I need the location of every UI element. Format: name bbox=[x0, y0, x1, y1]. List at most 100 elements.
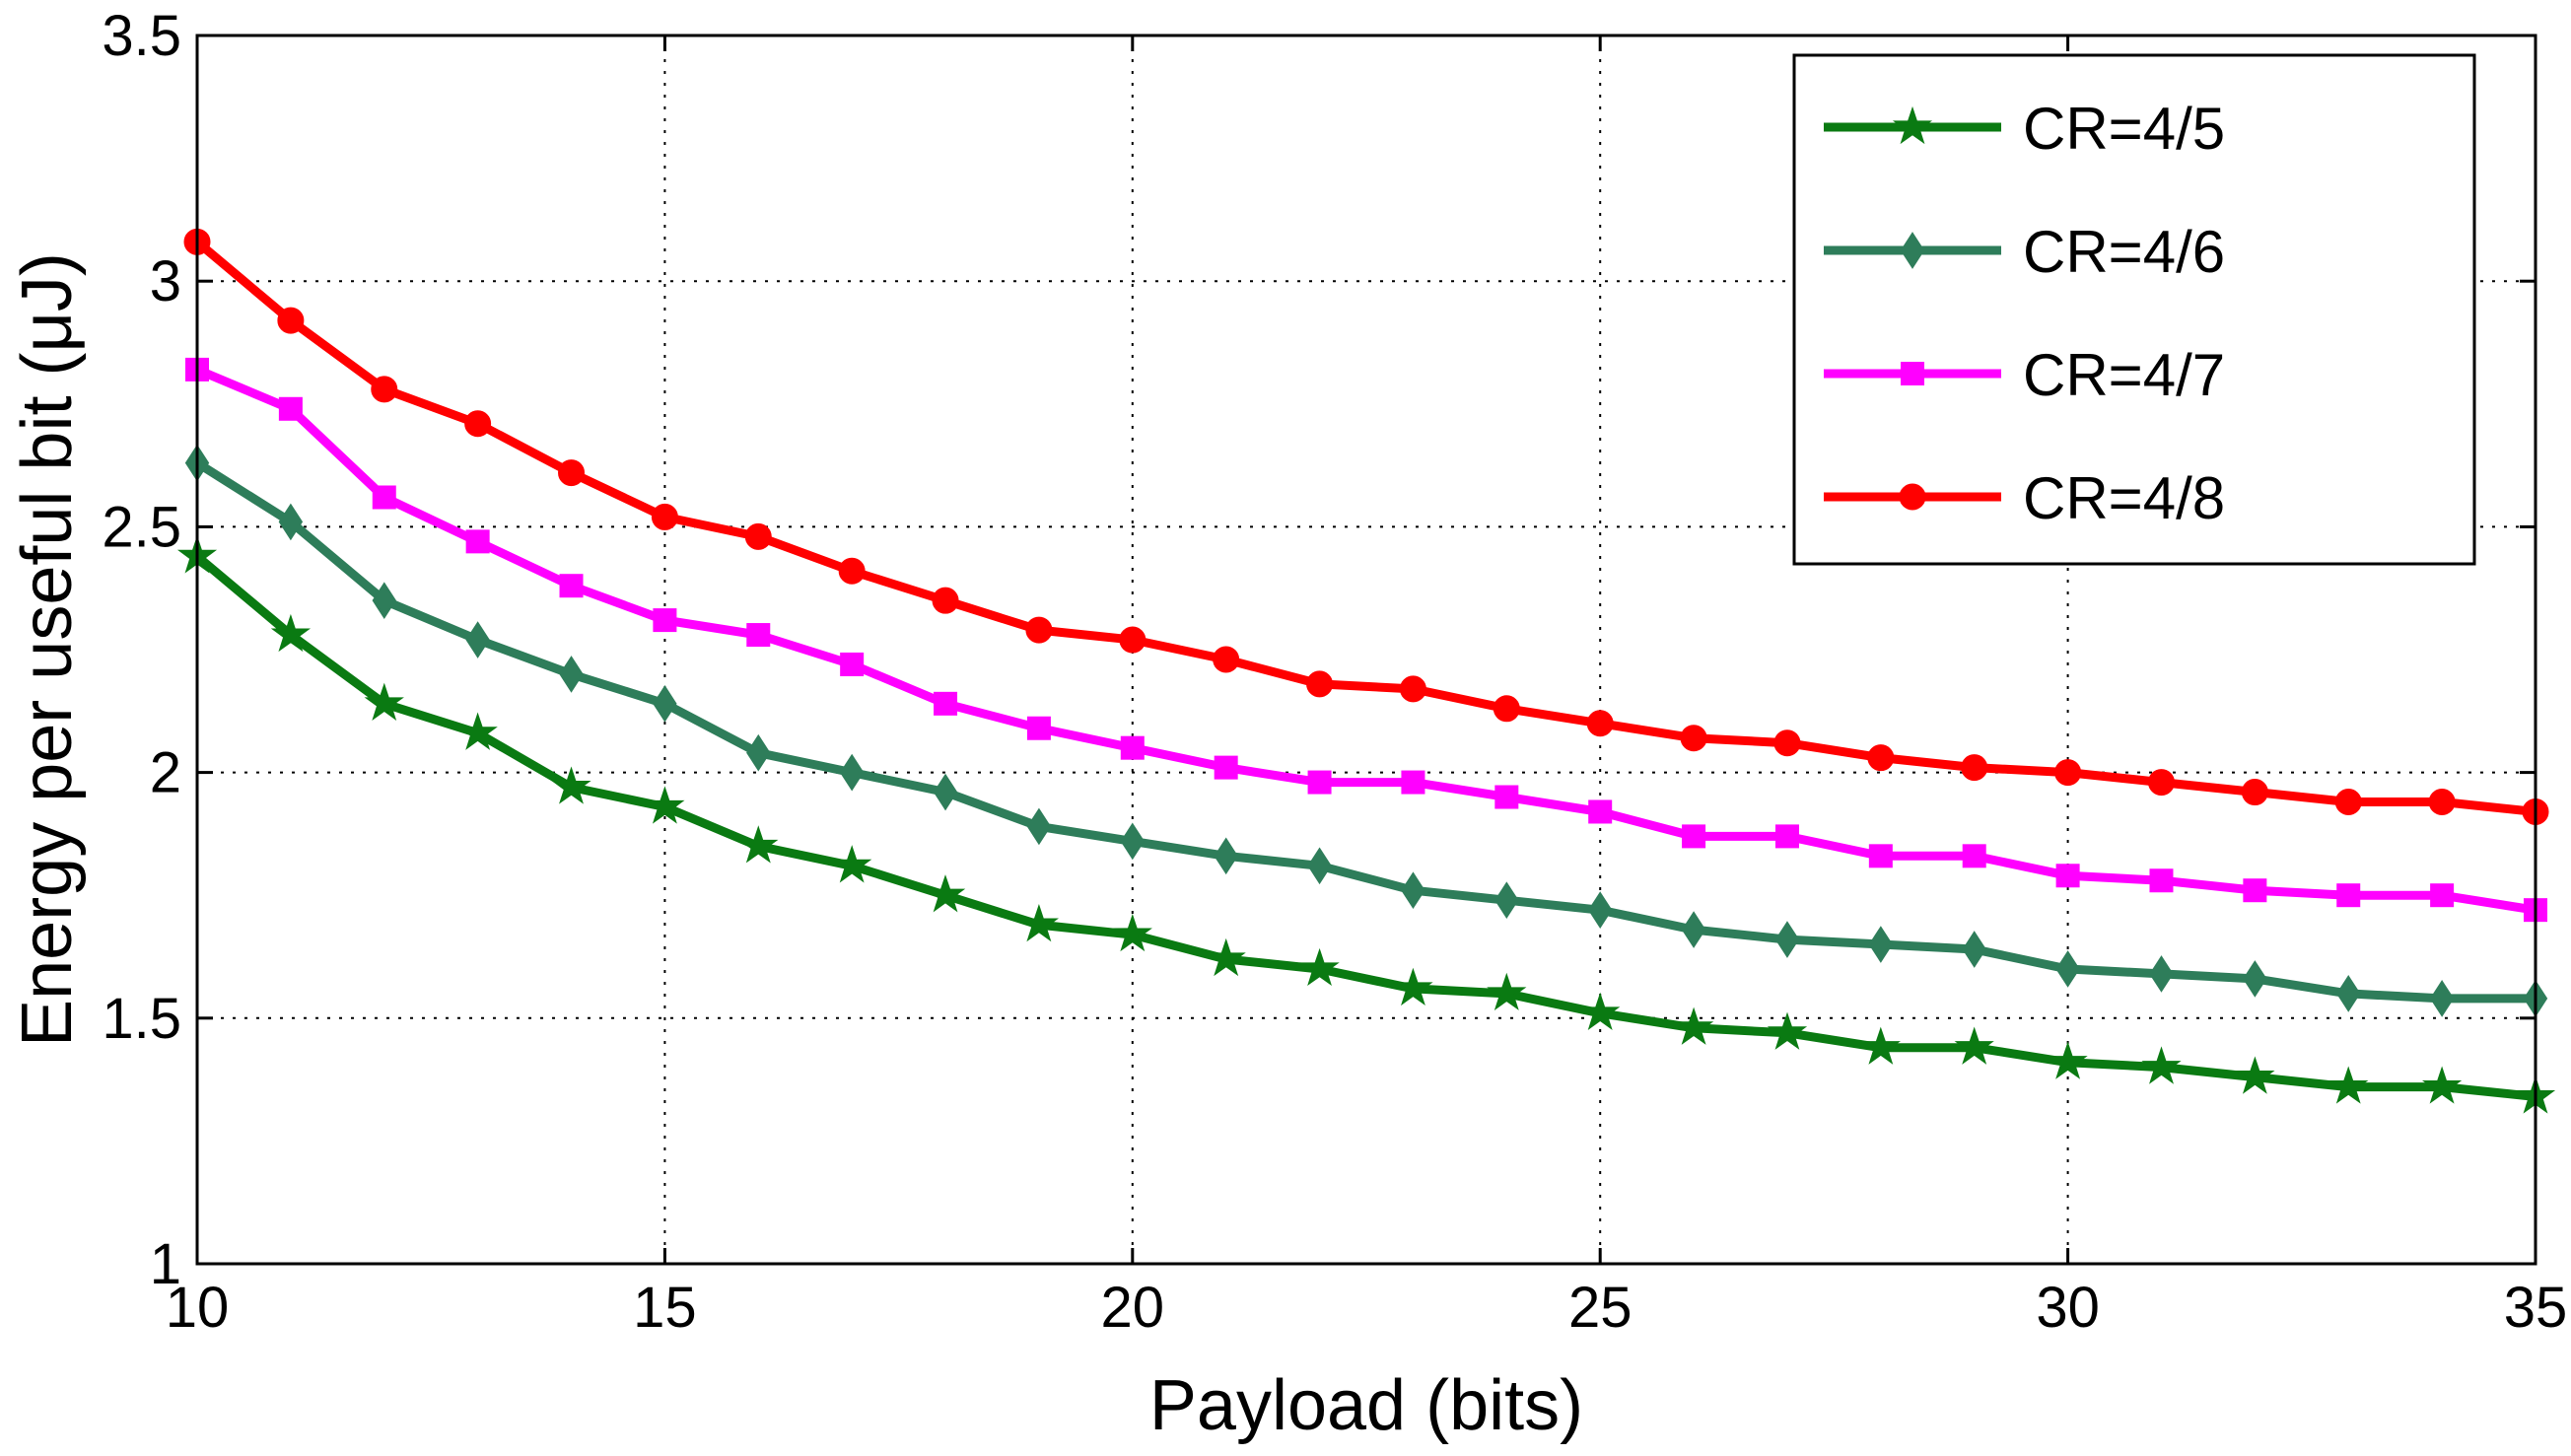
series-3 bbox=[185, 357, 2547, 923]
data-point bbox=[832, 845, 872, 883]
data-point bbox=[1307, 847, 1332, 885]
data-point bbox=[465, 529, 490, 554]
y-tick-label: 3.5 bbox=[102, 4, 181, 68]
data-point bbox=[932, 587, 959, 614]
legend-marker bbox=[1892, 105, 1933, 145]
data-point bbox=[278, 503, 304, 541]
data-point bbox=[371, 376, 398, 403]
legend-marker bbox=[1900, 232, 1925, 269]
data-point bbox=[1681, 911, 1706, 948]
data-point bbox=[2429, 980, 2455, 1017]
data-point bbox=[738, 825, 779, 864]
legend-box bbox=[1792, 53, 2476, 566]
legend-item: CR=4/8 bbox=[1824, 465, 2225, 531]
data-point bbox=[2055, 950, 2080, 988]
data-point bbox=[2328, 1066, 2369, 1104]
data-point bbox=[1120, 735, 1145, 760]
data-point bbox=[1494, 785, 1519, 809]
data-point bbox=[1682, 824, 1706, 849]
legend-item: CR=4/7 bbox=[1824, 342, 2225, 408]
data-point bbox=[645, 786, 685, 824]
series-2 bbox=[184, 444, 2548, 1017]
data-point bbox=[934, 691, 958, 716]
legend-item: CR=4/5 bbox=[1824, 96, 2225, 162]
data-point bbox=[2243, 878, 2267, 903]
series-1 bbox=[176, 535, 2556, 1114]
data-point bbox=[457, 712, 498, 750]
data-point bbox=[559, 574, 584, 598]
x-tick-label: 35 bbox=[2504, 1276, 2568, 1340]
data-point bbox=[1868, 844, 1893, 868]
data-point bbox=[2235, 1056, 2275, 1094]
series-line bbox=[194, 552, 2536, 1101]
y-tick-label: 1.5 bbox=[102, 987, 181, 1051]
x-tick-label: 20 bbox=[1101, 1276, 1165, 1340]
x-tick-label: 10 bbox=[166, 1276, 230, 1340]
data-point bbox=[1494, 881, 1519, 920]
series-line bbox=[194, 458, 2536, 1004]
data-point bbox=[1860, 1026, 1901, 1065]
data-point bbox=[551, 766, 591, 804]
data-point bbox=[2336, 975, 2361, 1012]
data-point bbox=[2428, 789, 2456, 816]
data-point bbox=[1119, 626, 1147, 654]
data-point bbox=[1673, 1006, 1714, 1045]
data-point bbox=[1206, 937, 1246, 977]
legend: CR=4/5 CR=4/6 CR=4/7 CR=4/8 bbox=[1792, 53, 2476, 566]
data-point bbox=[1299, 947, 1340, 987]
data-point bbox=[838, 557, 866, 585]
legend-label: CR=4/5 bbox=[2023, 96, 2225, 162]
data-point bbox=[651, 503, 678, 530]
x-tick-label: 15 bbox=[633, 1276, 697, 1340]
data-point bbox=[1962, 844, 1986, 868]
data-point bbox=[1586, 710, 1614, 737]
data-point bbox=[933, 773, 958, 811]
data-point bbox=[2149, 955, 2174, 993]
data-point bbox=[744, 522, 772, 550]
data-point bbox=[1213, 646, 1240, 673]
data-point bbox=[653, 684, 677, 723]
data-point bbox=[1867, 744, 1895, 772]
data-point bbox=[1018, 903, 1059, 942]
legend-marker bbox=[1901, 362, 1924, 385]
data-point bbox=[1774, 921, 1800, 958]
data-point bbox=[559, 656, 584, 693]
data-point bbox=[1026, 807, 1052, 846]
y-tick-label: 2.5 bbox=[102, 495, 181, 559]
data-point bbox=[746, 733, 771, 772]
axis-ticks: 10 15 20 25 30 35 1 1.5 2 2.5 3 3.5 bbox=[102, 4, 2567, 1340]
data-point bbox=[1493, 695, 1520, 723]
data-point bbox=[925, 874, 966, 913]
data-point bbox=[1025, 616, 1053, 644]
data-point bbox=[653, 608, 677, 633]
data-point bbox=[2241, 779, 2268, 806]
legend-marker bbox=[1899, 483, 1926, 511]
y-axis-title: Energy per useful bit (μJ) bbox=[8, 252, 87, 1047]
data-point bbox=[746, 623, 771, 648]
data-point bbox=[1588, 799, 1613, 824]
x-tick-label: 25 bbox=[1568, 1276, 1633, 1340]
data-point bbox=[1773, 729, 1801, 757]
data-point bbox=[1580, 992, 1621, 1030]
legend-label: CR=4/6 bbox=[2023, 219, 2225, 285]
data-point bbox=[1774, 824, 1799, 849]
data-point bbox=[1961, 754, 1988, 782]
data-point bbox=[2048, 1041, 2088, 1079]
series-4 bbox=[183, 228, 2549, 825]
data-point bbox=[2430, 883, 2455, 908]
data-point bbox=[1306, 670, 1334, 698]
data-point bbox=[465, 621, 490, 659]
data-point bbox=[1767, 1011, 1808, 1050]
x-axis-title: Payload (bits) bbox=[1149, 1366, 1583, 1445]
data-point bbox=[1401, 871, 1425, 910]
data-point bbox=[1868, 926, 1894, 963]
legend-label: CR=4/7 bbox=[2023, 342, 2225, 408]
series-line bbox=[194, 238, 2536, 816]
plot-frame bbox=[195, 34, 2537, 1266]
data-point bbox=[1307, 770, 1332, 795]
data-point bbox=[839, 753, 865, 792]
data-point bbox=[1962, 931, 1986, 968]
data-point bbox=[2054, 759, 2082, 787]
legend-label: CR=4/8 bbox=[2023, 465, 2225, 531]
